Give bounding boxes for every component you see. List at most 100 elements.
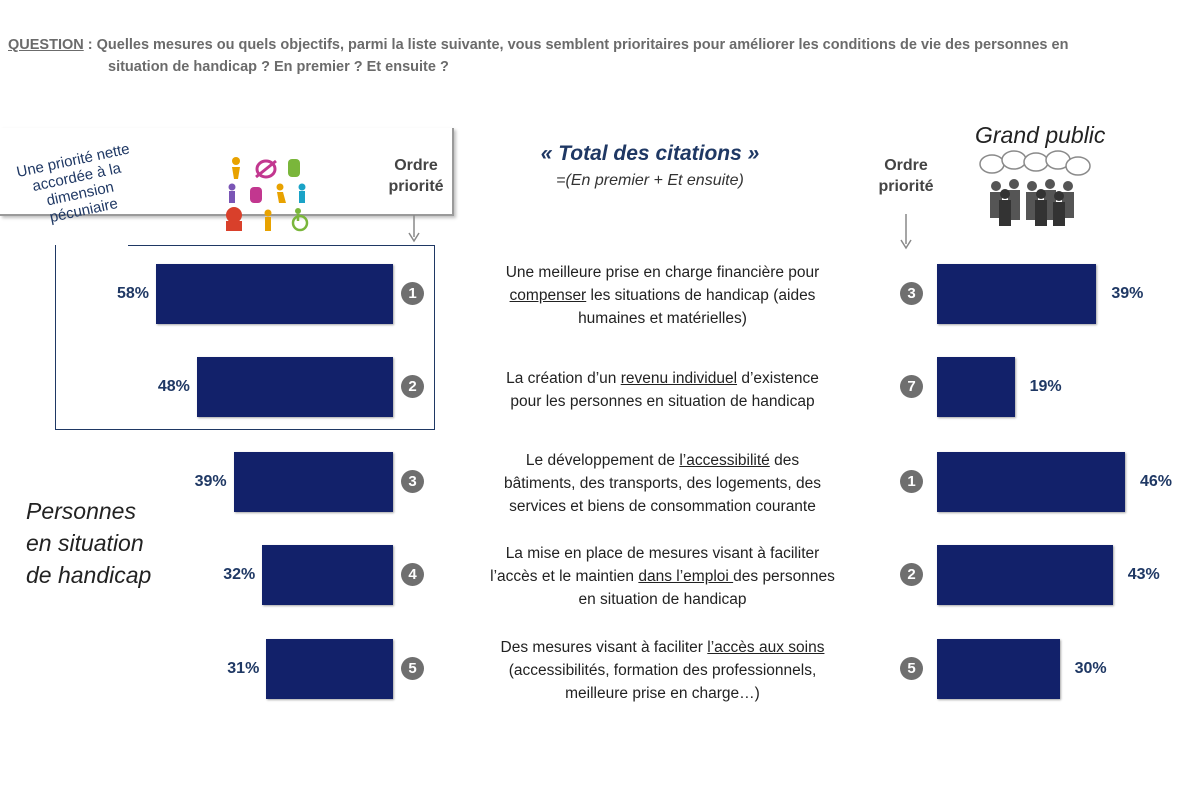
measure-text-1: Une meilleure prise en charge financière… [455,261,870,330]
value-label-left-3: 39% [194,473,227,490]
chart-subtitle: =(En premier + Et ensuite) [556,172,744,189]
group-label-line: Personnes [26,498,136,524]
measure-line: meilleure prise en charge…) [455,682,870,705]
value-label-right-2: 19% [1029,378,1062,395]
measure-fragment: (accessibilités, formation des professio… [508,662,817,679]
value-label-left-2: 48% [157,378,190,395]
measure-fragment: Des mesures visant à faciliter [500,639,708,656]
handicap-icons [226,157,309,232]
value-label-left-5: 31% [227,660,260,677]
ordre-left-line-2: priorité [388,178,444,195]
rank-badge-right-3: 1 [900,470,923,493]
measure-fragment: en situation de handicap [578,591,747,608]
measure-line: compenser les situations de handicap (ai… [455,284,870,307]
ordre-left-line-1: Ordre [394,157,438,174]
measure-fragment: bâtiments, des transports, des logements… [503,475,822,492]
group-label-line: de handicap [26,562,152,588]
value-label-right-4: 43% [1127,566,1160,583]
rank-badge-left-3: 3 [401,470,424,493]
value-label-right-5: 30% [1074,660,1107,677]
measure-fragment: d’existence [737,370,819,387]
measure-line: en situation de handicap [455,588,870,611]
value-label-right-1: 39% [1111,285,1144,302]
ordre-priorite-left: Ordre priorité [378,155,454,197]
group-label-personnes-handicap: Personnes en situation de handicap [26,495,151,591]
measure-line: humaines et matérielles) [455,307,870,330]
measure-line: (accessibilités, formation des professio… [455,659,870,682]
measure-fragment: meilleure prise en charge…) [565,685,760,702]
bar-left-4 [262,545,393,605]
rank-badge-left-4: 4 [401,563,424,586]
walking-person-icon [276,183,286,203]
measure-fragment: services et biens de consommation couran… [509,498,816,515]
measure-line: bâtiments, des transports, des logements… [455,472,870,495]
measure-fragment: Une meilleure prise en charge financière… [505,264,820,281]
bar-right-5 [937,639,1060,699]
measure-line: Une meilleure prise en charge financière… [455,261,870,284]
bar-left-1 [156,264,393,324]
rank-badge-left-1: 1 [401,282,424,305]
bar-right-4 [937,545,1113,605]
crowd-speech-bubbles-icon [979,150,1091,226]
bar-left-3 [233,452,393,512]
bar-right-2 [937,357,1015,417]
measure-fragment: des [769,452,800,469]
question-text: QUESTION : Quelles mesures ou quels obje… [8,34,1193,78]
measure-text-5: Des mesures visant à faciliter l’accès a… [455,636,870,705]
group-people-icon [226,207,242,231]
down-arrow-icon [900,214,912,250]
grand-public-label: Grand public [975,122,1106,148]
measure-line: Le développement de l’accessibilité des [455,449,870,472]
measure-line: La création d’un revenu individuel d’exi… [455,367,870,390]
rank-badge-left-5: 5 [401,657,424,680]
measure-line: pour les personnes en situation de handi… [455,390,870,413]
priority-highlight-box [55,245,435,430]
rank-badge-right-5: 5 [900,657,923,680]
measure-fragment: humaines et matérielles) [578,310,747,327]
value-label-right-3: 46% [1139,473,1172,490]
rank-badge-right-1: 3 [900,282,923,305]
measure-fragment: pour les personnes en situation de handi… [510,393,815,410]
question-label: QUESTION [8,37,84,53]
measure-fragment: La création d’un [506,370,621,387]
hand-icon [250,187,262,203]
ordre-priorite-right: Ordre priorité [868,155,944,197]
measure-keyword: compenser [509,287,587,304]
measure-text-4: La mise en place de mesures visant à fac… [455,542,870,611]
bar-right-3 [937,452,1125,512]
measure-keyword: l’accessibilité [679,452,770,469]
down-arrow-icon [408,215,420,243]
bar-left-2 [196,357,393,417]
priority-highlight-box-top [128,245,435,246]
bar-right-1 [937,264,1097,324]
speech-icon [288,159,300,177]
ordre-right-line-1: Ordre [884,157,928,174]
blind-person-icon [232,157,240,179]
question-line-2: situation de handicap ? En premier ? Et … [108,59,449,75]
measure-keyword: dans l’emploi [638,568,734,585]
bar-left-5 [266,639,393,699]
hearing-impaired-icon [255,159,277,179]
measure-keyword: l’accès aux soins [707,639,825,656]
measure-line: La mise en place de mesures visant à fac… [455,542,870,565]
value-label-left-1: 58% [116,285,149,302]
measure-fragment: l’accès et le maintien [490,568,639,585]
ordre-right-line-2: priorité [878,178,934,195]
measure-text-3: Le développement de l’accessibilité des b… [455,449,870,518]
measure-text-2: La création d’un revenu individuel d’exi… [455,367,870,413]
measure-line: l’accès et le maintien dans l’emploi des… [455,565,870,588]
rank-badge-left-2: 2 [401,375,424,398]
measure-fragment: les situations de handicap (aides [586,287,816,304]
measure-fragment: des personnes [733,568,835,585]
person-cyan-icon [298,183,306,203]
standing-person-icon [264,209,272,231]
measure-line: services et biens de consommation couran… [455,495,870,518]
measure-keyword: revenu individuel [620,370,738,387]
measure-fragment: Le développement de [525,452,680,469]
wheelchair-icon [291,208,309,232]
rank-badge-right-2: 7 [900,375,923,398]
question-line-1: : Quelles mesures ou quels objectifs, pa… [83,37,1069,53]
chart-title: « Total des citations » [540,142,760,165]
measure-line: Des mesures visant à faciliter l’accès a… [455,636,870,659]
value-label-left-4: 32% [223,566,256,583]
